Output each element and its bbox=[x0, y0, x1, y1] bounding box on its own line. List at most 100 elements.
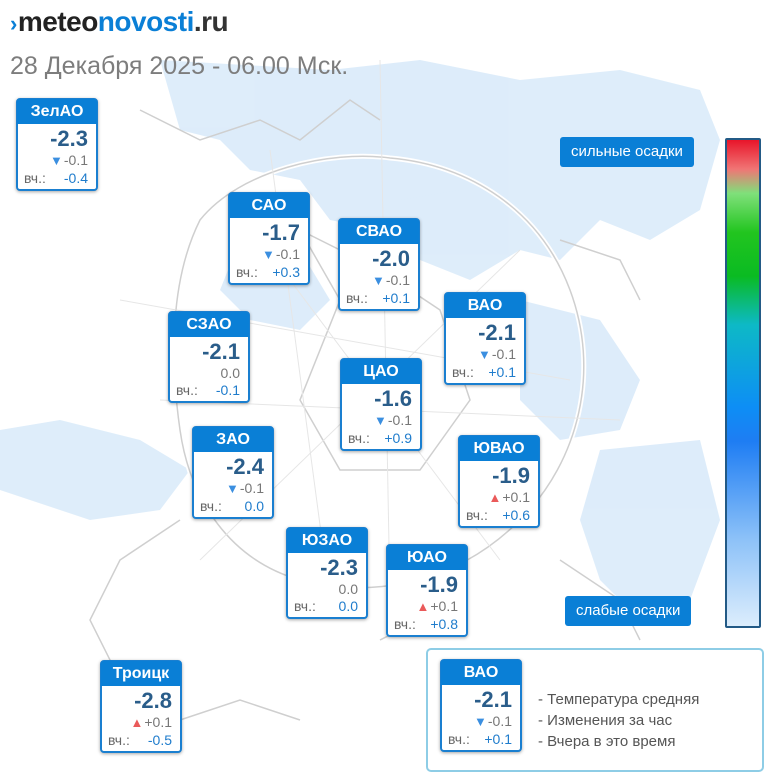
temperature-average: -2.1 bbox=[478, 320, 516, 345]
yesterday-value: +0.1 bbox=[488, 364, 516, 380]
hourly-change-value: +0.1 bbox=[502, 489, 530, 505]
district-name: СЗАО bbox=[169, 312, 249, 337]
district-card-cao[interactable]: ЦАО -1.6 ▼-0.1 вч.: +0.9 bbox=[340, 358, 422, 451]
site-logo[interactable]: ›meteonovosti.ru bbox=[10, 6, 229, 38]
district-name: ВАО bbox=[445, 293, 525, 318]
triangle-up-icon: ▲ bbox=[416, 599, 430, 614]
yesterday-value: +0.1 bbox=[382, 290, 410, 306]
hourly-change-value: +0.1 bbox=[430, 598, 458, 614]
hourly-change: ▼-0.1 bbox=[340, 272, 418, 289]
yesterday-row: вч.: +0.1 bbox=[340, 289, 418, 309]
yesterday-row: вч.: -0.5 bbox=[102, 731, 180, 751]
temperature-average: -1.6 bbox=[374, 386, 412, 411]
yesterday-label: вч.: bbox=[348, 430, 370, 446]
yesterday-row: вч.: +0.9 bbox=[342, 429, 420, 449]
triangle-down-icon: ▼ bbox=[262, 247, 275, 262]
triangle-down-icon: ▼ bbox=[478, 347, 491, 362]
legend-panel: ВАО -2.1 ▼-0.1 вч.: +0.1 - Температура ср… bbox=[426, 648, 764, 772]
yesterday-row: вч.: -0.4 bbox=[18, 169, 96, 189]
yesterday-value: +0.9 bbox=[384, 430, 412, 446]
yesterday-label: вч.: bbox=[346, 290, 368, 306]
hourly-change: 0.0 bbox=[170, 365, 248, 381]
logo-text-novosti: novosti bbox=[97, 6, 195, 37]
yesterday-row: вч.: +0.1 bbox=[442, 730, 520, 750]
yesterday-value: +0.3 bbox=[272, 264, 300, 280]
triangle-down-icon: ▼ bbox=[372, 273, 385, 288]
yesterday-value: -0.4 bbox=[63, 170, 88, 186]
temperature-average: -2.8 bbox=[134, 688, 172, 713]
hourly-change: ▲+0.1 bbox=[460, 489, 538, 506]
legend-line-hourly-change: - Изменения за час bbox=[538, 712, 673, 729]
temperature-average: -2.3 bbox=[320, 555, 358, 580]
yesterday-row: вч.: +0.6 bbox=[460, 506, 538, 526]
yesterday-value: +0.6 bbox=[502, 507, 530, 523]
yesterday-label: вч.: bbox=[236, 264, 258, 280]
hourly-change-value: 0.0 bbox=[220, 365, 240, 381]
district-name: ВАО bbox=[441, 660, 521, 685]
hourly-change: ▼-0.1 bbox=[230, 246, 308, 263]
district-card-zelao[interactable]: ЗелАО -2.3 ▼-0.1 вч.: -0.4 bbox=[16, 98, 98, 191]
temperature-average: -2.3 bbox=[50, 126, 88, 151]
hourly-change: ▼-0.1 bbox=[342, 412, 420, 429]
hourly-change: ▲+0.1 bbox=[102, 714, 180, 731]
district-name: ЗелАО bbox=[17, 99, 97, 124]
yesterday-value: +0.1 bbox=[484, 731, 512, 747]
district-name: СВАО bbox=[339, 219, 419, 244]
hourly-change: ▼-0.1 bbox=[194, 480, 272, 497]
temperature-average: -2.1 bbox=[202, 339, 240, 364]
logo-text-ru: .ru bbox=[193, 6, 229, 37]
logo-text-meteo: meteo bbox=[17, 6, 98, 37]
yesterday-row: вч.: -0.1 bbox=[170, 381, 248, 401]
legend-line-temperature: - Температура средняя bbox=[538, 691, 700, 708]
district-card-yuvao[interactable]: ЮВАО -1.9 ▲+0.1 вч.: +0.6 bbox=[458, 435, 540, 528]
district-name: ЮВАО bbox=[459, 436, 539, 461]
hourly-change-value: -0.1 bbox=[487, 713, 512, 729]
district-name: ЮАО bbox=[387, 545, 467, 570]
yesterday-label: вч.: bbox=[176, 382, 198, 398]
triangle-up-icon: ▲ bbox=[488, 490, 502, 505]
temperature-average: -2.0 bbox=[372, 246, 410, 271]
legend-descriptions: - Температура средняя - Изменения за час… bbox=[538, 689, 699, 752]
yesterday-row: вч.: 0.0 bbox=[288, 597, 366, 617]
temperature-average: -1.7 bbox=[262, 220, 300, 245]
hourly-change-value: -0.1 bbox=[239, 480, 264, 496]
yesterday-value: 0.0 bbox=[244, 498, 264, 514]
yesterday-label: вч.: bbox=[24, 170, 46, 186]
forecast-date-time: 28 Декабря 2025 - 06.00 Мск. bbox=[10, 52, 349, 80]
triangle-down-icon: ▼ bbox=[50, 153, 63, 168]
district-card-svao[interactable]: СВАО -2.0 ▼-0.1 вч.: +0.1 bbox=[338, 218, 420, 311]
district-card-vao[interactable]: ВАО -2.1 ▼-0.1 вч.: +0.1 bbox=[444, 292, 526, 385]
yesterday-value: +0.8 bbox=[430, 616, 458, 632]
district-card-yuao[interactable]: ЮАО -1.9 ▲+0.1 вч.: +0.8 bbox=[386, 544, 468, 637]
triangle-up-icon: ▲ bbox=[130, 715, 144, 730]
district-name: САО bbox=[229, 193, 309, 218]
legend-line-yesterday: - Вчера в это время bbox=[538, 733, 676, 750]
triangle-down-icon: ▼ bbox=[226, 481, 239, 496]
district-card-szao[interactable]: СЗАО -2.1 0.0 вч.: -0.1 bbox=[168, 311, 250, 403]
district-card-zao[interactable]: ЗАО -2.4 ▼-0.1 вч.: 0.0 bbox=[192, 426, 274, 519]
district-card-sao[interactable]: САО -1.7 ▼-0.1 вч.: +0.3 bbox=[228, 192, 310, 285]
temperature-average: -1.9 bbox=[420, 572, 458, 597]
hourly-change-value: -0.1 bbox=[387, 412, 412, 428]
hourly-change-value: +0.1 bbox=[144, 714, 172, 730]
yesterday-row: вч.: +0.8 bbox=[388, 615, 466, 635]
temperature-average: -1.9 bbox=[492, 463, 530, 488]
hourly-change-value: -0.1 bbox=[491, 346, 516, 362]
precipitation-scale-bar bbox=[725, 138, 761, 628]
yesterday-label: вч.: bbox=[200, 498, 222, 514]
triangle-down-icon: ▼ bbox=[374, 413, 387, 428]
district-card-troitsk[interactable]: Троицк -2.8 ▲+0.1 вч.: -0.5 bbox=[100, 660, 182, 753]
hourly-change: ▼-0.1 bbox=[442, 713, 520, 730]
yesterday-label: вч.: bbox=[108, 732, 130, 748]
district-name: ЗАО bbox=[193, 427, 273, 452]
temperature-average: -2.1 bbox=[474, 687, 512, 712]
hourly-change-value: -0.1 bbox=[63, 152, 88, 168]
district-card-yuzao[interactable]: ЮЗАО -2.3 0.0 вч.: 0.0 bbox=[286, 527, 368, 619]
hourly-change-value: 0.0 bbox=[338, 581, 358, 597]
hourly-change: ▼-0.1 bbox=[18, 152, 96, 169]
yesterday-row: вч.: 0.0 bbox=[194, 497, 272, 517]
district-name: ЦАО bbox=[341, 359, 421, 384]
legend-sample-card: ВАО -2.1 ▼-0.1 вч.: +0.1 bbox=[440, 659, 522, 752]
yesterday-label: вч.: bbox=[448, 731, 470, 747]
district-name: Троицк bbox=[101, 661, 181, 686]
